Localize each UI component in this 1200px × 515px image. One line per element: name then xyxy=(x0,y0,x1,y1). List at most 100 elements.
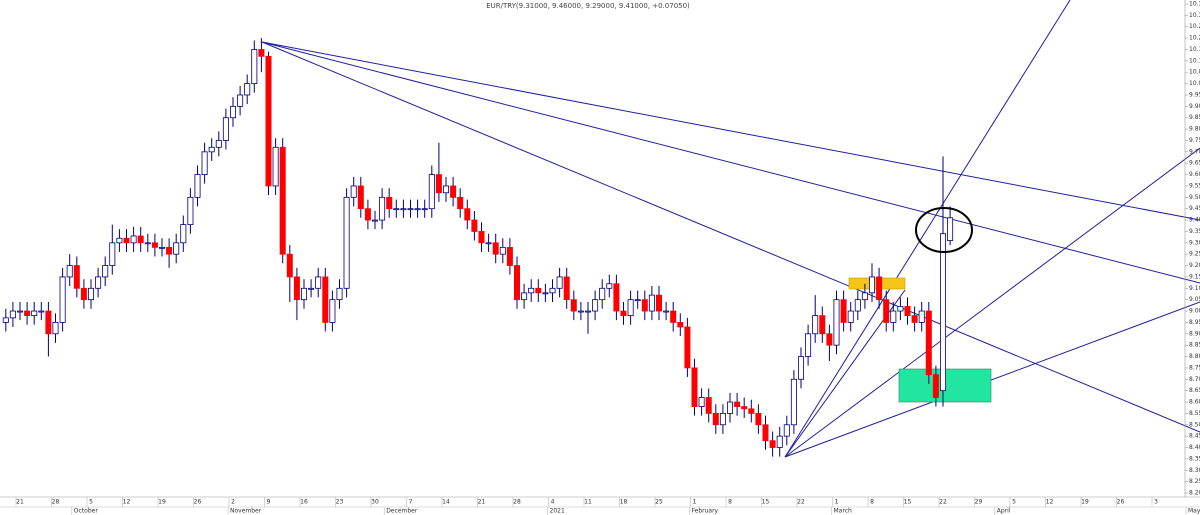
candle-body xyxy=(293,276,300,301)
candle-body xyxy=(904,306,911,316)
candle-body xyxy=(833,299,840,346)
x-tick-label: 2 xyxy=(231,499,235,506)
candle-body xyxy=(691,367,698,407)
candle-body xyxy=(66,265,73,278)
candle-body xyxy=(606,283,613,289)
candle-body xyxy=(272,146,279,187)
candle-body xyxy=(414,208,421,211)
candle-body xyxy=(31,310,38,316)
candle-body xyxy=(897,306,904,312)
y-tick-label: 10.00 xyxy=(1189,80,1200,87)
candle-body xyxy=(734,401,741,407)
y-tick-label: 9.00 xyxy=(1189,308,1200,315)
candle-body xyxy=(556,276,563,289)
candle-body xyxy=(684,326,691,369)
candle-body xyxy=(932,374,939,398)
y-tick-label: 8.75 xyxy=(1189,364,1200,371)
month-label: March xyxy=(834,508,852,515)
candle-body xyxy=(790,378,797,426)
month-label: November xyxy=(230,508,262,515)
y-tick-label: 8.55 xyxy=(1189,410,1200,417)
candle-body xyxy=(471,219,478,232)
y-tick-label: 9.55 xyxy=(1189,182,1200,189)
y-tick-label: 8.25 xyxy=(1189,478,1200,485)
candle-body xyxy=(457,196,464,210)
candle-body xyxy=(329,299,336,323)
candle-body xyxy=(698,397,705,407)
x-tick-label: 4 xyxy=(551,499,555,506)
candle-body xyxy=(549,287,556,294)
y-tick-label: 8.90 xyxy=(1189,330,1200,337)
candle-body xyxy=(442,185,449,194)
y-tick-label: 10.20 xyxy=(1189,35,1200,42)
candle-body xyxy=(947,217,954,241)
candle-body xyxy=(109,242,116,266)
x-tick-label: 11 xyxy=(584,499,592,506)
x-tick-label: 21 xyxy=(16,499,24,506)
candle-body xyxy=(762,424,769,442)
x-tick-label: 26 xyxy=(194,499,202,506)
candle-body xyxy=(2,317,9,323)
candle-body xyxy=(677,322,684,328)
x-tick-label: 1 xyxy=(835,499,839,506)
candle-body xyxy=(805,333,812,357)
circle-annotation xyxy=(915,207,973,253)
candle-body xyxy=(840,299,847,323)
candle-body xyxy=(251,49,258,85)
candle-body xyxy=(585,310,592,313)
x-tick-label: 8 xyxy=(870,499,874,506)
x-tick-label: 1 xyxy=(693,499,697,506)
candle-body xyxy=(130,235,137,244)
candle-body xyxy=(180,224,187,244)
candle-body xyxy=(812,315,819,335)
candle-body xyxy=(819,315,826,335)
candle-body xyxy=(123,237,130,244)
candles xyxy=(2,38,954,457)
candle-body xyxy=(421,208,428,211)
candle-body xyxy=(485,242,492,245)
y-tick-label: 9.35 xyxy=(1189,228,1200,235)
candle-body xyxy=(322,276,329,323)
candle-body xyxy=(187,196,194,226)
y-tick-label: 9.40 xyxy=(1189,217,1200,224)
candle-body xyxy=(521,292,528,301)
candle-body xyxy=(876,276,883,301)
x-tick-label: 21 xyxy=(478,499,486,506)
candle-body xyxy=(435,174,442,194)
x-tick-label: 12 xyxy=(1046,499,1054,506)
x-tick-label: 15 xyxy=(762,499,770,506)
trend-line xyxy=(261,41,1200,221)
y-tick-label: 8.60 xyxy=(1189,399,1200,406)
candle-body xyxy=(727,401,734,414)
candle-body xyxy=(492,242,499,255)
candle-body xyxy=(59,276,66,323)
y-tick-label: 9.60 xyxy=(1189,171,1200,178)
candle-body xyxy=(151,242,158,248)
candle-body xyxy=(16,310,23,313)
trend-line xyxy=(784,147,1200,458)
candle-body xyxy=(911,315,918,323)
candle-body xyxy=(229,105,236,119)
x-tick-label: 22 xyxy=(939,499,947,506)
candle-body xyxy=(144,242,151,245)
x-tick-label: 3 xyxy=(1154,499,1158,506)
y-tick-label: 9.85 xyxy=(1189,114,1200,121)
candle-body xyxy=(102,265,109,278)
candle-body xyxy=(798,356,805,380)
candle-body xyxy=(208,146,215,153)
candle-body xyxy=(592,299,599,312)
candle-body xyxy=(279,146,286,255)
candle-body xyxy=(648,294,655,312)
x-tick-label: 26 xyxy=(1117,499,1125,506)
y-tick-label: 8.95 xyxy=(1189,319,1200,326)
candle-body xyxy=(663,310,670,313)
y-tick-label: 8.35 xyxy=(1189,455,1200,462)
candle-body xyxy=(748,408,755,414)
x-tick-label: 30 xyxy=(371,499,379,506)
candle-body xyxy=(73,265,80,289)
x-tick-label: 5 xyxy=(1012,499,1016,506)
y-tick-label: 8.45 xyxy=(1189,433,1200,440)
x-tick-label: 19 xyxy=(1081,499,1089,506)
candle-body xyxy=(222,117,229,141)
